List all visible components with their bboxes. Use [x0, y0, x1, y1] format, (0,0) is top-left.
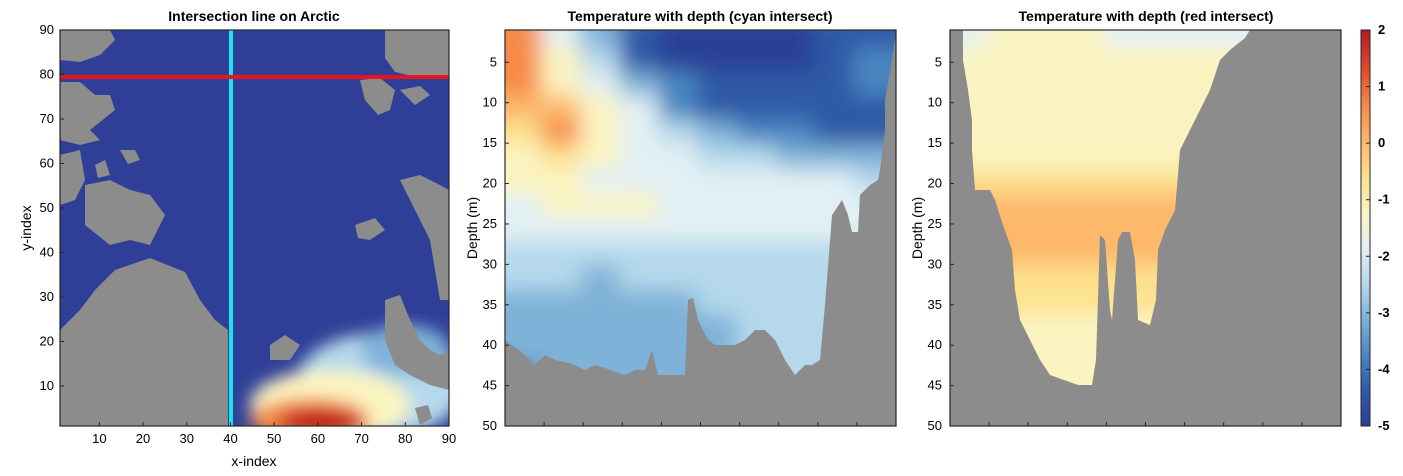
- red-section-axes: 5 10 15 20 25 30 35 40 45 50: [928, 54, 1303, 433]
- map-xtick-label: 70: [354, 431, 368, 446]
- red-section-ytick-label: 40: [928, 337, 942, 352]
- red-section-ytick-label: 35: [928, 297, 942, 312]
- colorbar-tick-label: -2: [1378, 248, 1390, 263]
- map-xtick-label: 80: [398, 431, 412, 446]
- cyan-section-ytick-label: 25: [483, 216, 497, 231]
- cyan-section-field: [505, 30, 896, 426]
- cyan-section-ytick-label: 15: [483, 135, 497, 150]
- colorbar-gradient: [1360, 29, 1371, 427]
- red-section-ytick-label: 45: [928, 378, 942, 393]
- colorbar-tick-label: 2: [1378, 22, 1385, 37]
- map-axes: 10 20 30 40 50 60 70 80 90 10 20 30 40 50 60 70 80 90: [40, 22, 457, 446]
- colorbar: 2 1 0 -1 -2 -3 -4 -5: [1360, 22, 1390, 433]
- red-section-panel: Temperature with depth (red intersect) 5…: [909, 8, 1342, 433]
- red-section-ytick-label: 20: [928, 176, 942, 191]
- map-xtick-label: 50: [267, 431, 281, 446]
- cyan-section-ytick-label: 30: [483, 256, 497, 271]
- colorbar-tick-label: -5: [1378, 418, 1390, 433]
- red-section-ytick-label: 25: [928, 216, 942, 231]
- map-xtick-label: 60: [311, 431, 325, 446]
- map-ytick-label: 80: [40, 66, 54, 81]
- map-xtick-label: 20: [136, 431, 150, 446]
- map-ytick-label: 90: [40, 22, 54, 37]
- map-ylabel: y-index: [18, 205, 34, 250]
- red-section-ytick-label: 15: [928, 135, 942, 150]
- map-xlabel: x-index: [231, 453, 276, 469]
- map-xtick-label: 90: [442, 431, 456, 446]
- cyan-section-title: Temperature with depth (cyan intersect): [567, 8, 832, 24]
- red-section-ylabel: Depth (m): [909, 197, 925, 259]
- colorbar-ticks: 2 1 0 -1 -2 -3 -4 -5: [1366, 22, 1390, 433]
- map-xtick-label: 40: [223, 431, 237, 446]
- red-section-ytick-label: 50: [928, 418, 942, 433]
- map-ytick-label: 60: [40, 155, 54, 170]
- colorbar-tick-label: 0: [1378, 135, 1385, 150]
- red-section-ytick-label: 10: [928, 95, 942, 110]
- cyan-section-ytick-label: 10: [483, 95, 497, 110]
- cyan-section-axes: 5 10 15 20 25 30 35 40 45 50: [483, 54, 858, 433]
- colorbar-tick-label: -1: [1378, 192, 1390, 207]
- map-xtick-label: 30: [180, 431, 194, 446]
- red-section-bottom: [950, 30, 1341, 426]
- red-section-ytick-label: 30: [928, 256, 942, 271]
- map-ytick-label: 40: [40, 244, 54, 259]
- cyan-section-ytick-label: 40: [483, 337, 497, 352]
- cyan-section-bottom: [505, 40, 896, 426]
- cyan-section-panel: Temperature with depth (cyan intersect) …: [464, 8, 897, 433]
- cyan-section-ytick-label: 5: [490, 54, 497, 69]
- cyan-section-ytick-label: 50: [483, 418, 497, 433]
- map-xtick-label: 10: [92, 431, 106, 446]
- map-ytick-label: 50: [40, 200, 54, 215]
- map-title: Intersection line on Arctic: [168, 8, 340, 24]
- cyan-section-ytick-label: 35: [483, 297, 497, 312]
- cyan-section-ylabel: Depth (m): [464, 197, 480, 259]
- map-panel: Intersection line on Arctic: [18, 8, 457, 469]
- map-ytick-label: 30: [40, 289, 54, 304]
- map-ytick-label: 70: [40, 111, 54, 126]
- cyan-section-ytick-label: 20: [483, 176, 497, 191]
- red-section-title: Temperature with depth (red intersect): [1019, 8, 1274, 24]
- map-ytick-label: 10: [40, 378, 54, 393]
- colorbar-tick-label: 1: [1378, 79, 1385, 94]
- cyan-section-cell: [505, 30, 548, 54]
- map-frame: [59, 29, 450, 427]
- map-land: [60, 30, 449, 426]
- colorbar-tick-label: -3: [1378, 305, 1390, 320]
- red-section-ytick-label: 5: [935, 54, 942, 69]
- cyan-section-ytick-label: 45: [483, 378, 497, 393]
- colorbar-tick-label: -4: [1378, 361, 1390, 376]
- map-ytick-label: 20: [40, 333, 54, 348]
- cyan-section-cell: [853, 30, 896, 54]
